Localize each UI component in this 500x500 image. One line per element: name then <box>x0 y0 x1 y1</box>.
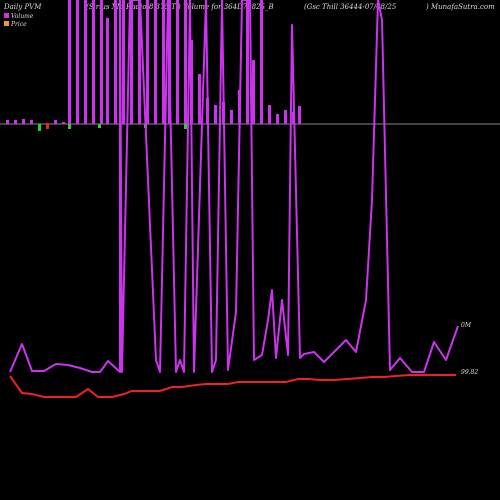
volume-bar <box>184 0 187 124</box>
chart-title: (Sirius XM Radio 8.375 Ti) Volume for 36… <box>86 3 274 11</box>
price-value-label: 99.82 <box>461 369 478 376</box>
volume-bar <box>30 120 33 124</box>
series-lines <box>9 0 459 398</box>
volume-bar <box>138 0 141 124</box>
volume-bar <box>284 110 287 124</box>
chart-subtitle: (Gsc Thill 36444-07/08/25 <box>304 3 397 11</box>
chart-source: ) MunafaSutra.com <box>425 3 495 11</box>
volume-bar <box>100 0 103 124</box>
price-line <box>9 374 456 398</box>
volume-bar <box>252 60 255 124</box>
volume-bar <box>6 120 9 124</box>
volume-bar <box>62 122 65 124</box>
legend-volume-swatch <box>4 13 9 18</box>
volume-bar <box>68 124 71 129</box>
volume-bar <box>184 124 187 129</box>
chart-label-left: Daily PVM <box>3 3 42 11</box>
volume-bar <box>22 119 25 124</box>
volume-line <box>9 0 459 373</box>
volume-bar <box>162 0 165 124</box>
volume-bar <box>68 0 71 124</box>
volume-bar <box>246 0 249 124</box>
volume-bar <box>98 124 101 128</box>
volume-bar <box>298 106 301 124</box>
volume-bar <box>260 0 263 124</box>
volume-bars <box>6 0 301 131</box>
volume-bar <box>114 0 117 124</box>
volume-bar <box>38 124 41 131</box>
volume-bar <box>130 0 133 124</box>
volume-bar <box>276 114 279 124</box>
legend-price-label: Price <box>10 21 27 28</box>
volume-bar <box>106 18 109 124</box>
volume-bar <box>84 0 87 124</box>
volume-bar <box>154 0 157 124</box>
volume-bar <box>92 0 95 124</box>
legend-volume-label: Volume <box>11 13 34 20</box>
volume-bar <box>76 0 79 124</box>
volume-bar <box>54 120 57 124</box>
volume-bar <box>214 105 217 124</box>
volume-bar <box>14 120 17 124</box>
legend-price-swatch <box>4 21 9 26</box>
volume-bar <box>268 105 271 124</box>
volume-bar <box>230 110 233 124</box>
volume-bar <box>146 0 149 124</box>
volume-bar <box>176 0 179 124</box>
volume-value-label: 0M <box>461 322 472 329</box>
volume-bar <box>198 74 201 124</box>
volume-bar <box>122 0 125 124</box>
volume-bar <box>46 123 49 129</box>
